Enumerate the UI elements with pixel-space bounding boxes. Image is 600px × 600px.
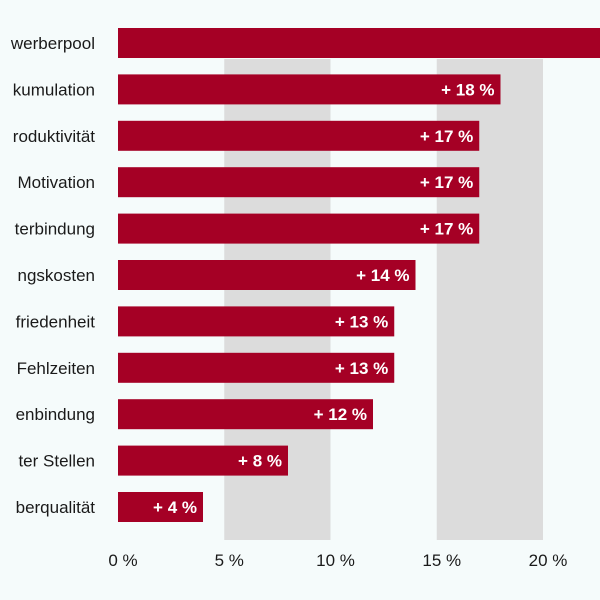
bar-value-label-9: + 8 % — [238, 452, 282, 471]
bar-value-label-6: + 13 % — [335, 312, 388, 331]
category-label-3: Motivation — [18, 173, 95, 192]
category-label-5: ngskosten — [18, 266, 96, 285]
bar-7 — [118, 352, 395, 383]
bar-5 — [118, 260, 416, 290]
bar-value-label-2: + 17 % — [420, 127, 473, 146]
bar-value-label-5: + 14 % — [356, 266, 409, 285]
x-tick-label-2: 10 % — [316, 551, 355, 570]
x-tick-label-1: 5 % — [215, 551, 244, 570]
bar-value-label-10: + 4 % — [153, 498, 197, 517]
bar-value-label-1: + 18 % — [441, 80, 494, 99]
bar-value-label-4: + 17 % — [420, 220, 473, 239]
x-tick-label-0: 0 % — [108, 551, 137, 570]
category-label-2: roduktivität — [13, 127, 95, 146]
bar-0 — [118, 28, 600, 58]
category-label-0: werberpool — [10, 34, 95, 53]
bar-value-label-8: + 12 % — [314, 405, 367, 424]
category-label-9: ter Stellen — [18, 452, 95, 471]
bar-value-label-3: + 17 % — [420, 173, 473, 192]
bar-9 — [118, 445, 288, 476]
bar-value-label-7: + 13 % — [335, 359, 388, 378]
bar-4 — [118, 213, 480, 244]
x-tick-label-3: 15 % — [422, 551, 461, 570]
category-label-10: berqualität — [16, 498, 96, 517]
category-label-7: Fehlzeiten — [17, 359, 95, 378]
category-label-1: kumulation — [13, 80, 95, 99]
category-label-6: friedenheit — [16, 312, 96, 331]
bar-3 — [118, 167, 480, 198]
bar-10 — [118, 492, 203, 522]
bar-2 — [118, 120, 480, 151]
bar-8 — [118, 399, 373, 430]
x-tick-label-4: 20 % — [529, 551, 568, 570]
category-label-8: enbindung — [16, 405, 95, 424]
bar-1 — [118, 74, 501, 105]
bar-6 — [118, 306, 395, 337]
category-label-4: terbindung — [15, 220, 95, 239]
